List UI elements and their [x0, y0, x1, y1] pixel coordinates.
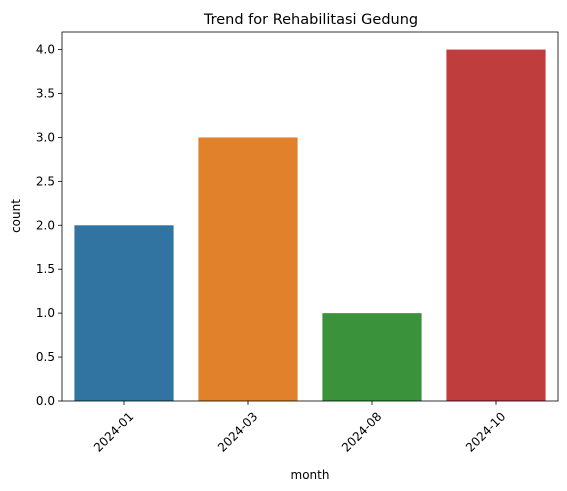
y-tick-label: 2.5 — [36, 174, 55, 188]
y-tick-label: 4.0 — [36, 43, 55, 57]
x-axis-label: month — [291, 468, 330, 482]
x-axis-ticks: 2024-01 2024-03 2024-08 2024-10 — [91, 401, 508, 455]
bar-2024-10 — [446, 50, 545, 401]
bar-2024-03 — [198, 137, 297, 401]
chart-title: Trend for Rehabilitasi Gedung — [203, 12, 418, 28]
y-axis-label: count — [9, 199, 23, 233]
x-tick-label: 2024-03 — [215, 409, 260, 454]
y-axis-ticks: 0.0 0.5 1.0 1.5 2.0 2.5 3.0 3.5 4.0 — [36, 43, 62, 408]
x-tick-label: 2024-01 — [91, 409, 136, 454]
y-tick-label: 3.0 — [36, 130, 55, 144]
y-tick-label: 2.0 — [36, 218, 55, 232]
y-tick-label: 3.5 — [36, 87, 55, 101]
y-tick-label: 1.0 — [36, 306, 55, 320]
y-tick-label: 0.5 — [36, 350, 55, 364]
x-tick-label: 2024-10 — [463, 409, 508, 454]
bar-2024-08 — [322, 313, 421, 401]
bars-group — [74, 50, 545, 401]
y-tick-label: 0.0 — [36, 394, 55, 408]
y-tick-label: 1.5 — [36, 262, 55, 276]
bar-2024-01 — [74, 225, 173, 401]
x-tick-label: 2024-08 — [339, 409, 384, 454]
